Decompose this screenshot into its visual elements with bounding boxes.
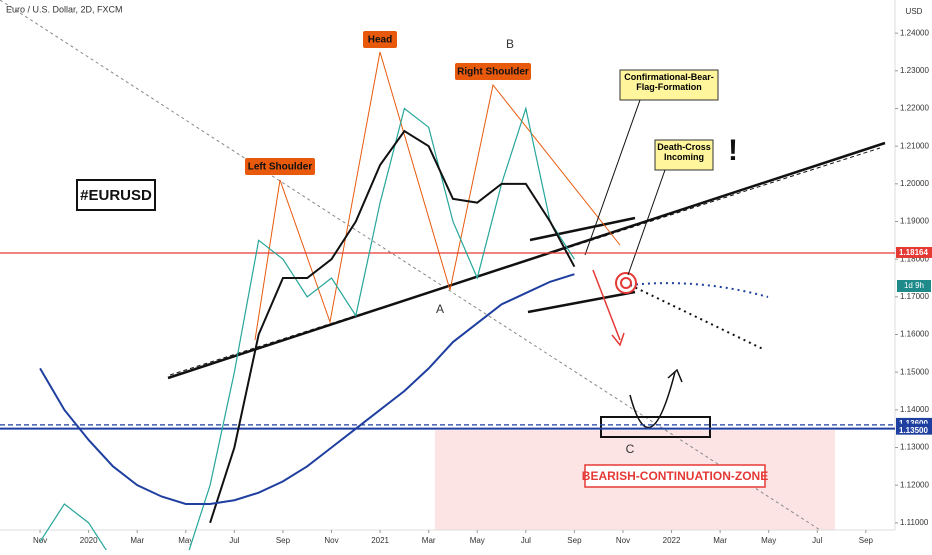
y-tick-label: 1.24000 bbox=[900, 28, 929, 37]
callout-label: Death-Cross Incoming bbox=[657, 142, 711, 162]
x-tick-label: May bbox=[470, 536, 485, 545]
y-tick-label: 1.21000 bbox=[900, 141, 929, 150]
target-box bbox=[600, 416, 711, 438]
price-tag bbox=[896, 423, 932, 435]
x-tick-label: Mar bbox=[713, 536, 727, 545]
x-tick-label: 2022 bbox=[663, 536, 681, 545]
bounce-arrow bbox=[629, 371, 676, 429]
label-ls: Left Shoulder bbox=[248, 162, 313, 173]
y-tick-label: 1.19000 bbox=[900, 217, 929, 226]
price-tag-label: 1.13500 bbox=[899, 426, 928, 435]
y-tick-label: 1.11000 bbox=[900, 518, 929, 527]
y-tick-label: 1.22000 bbox=[900, 104, 929, 113]
series-line bbox=[39, 273, 575, 506]
label-box bbox=[455, 63, 531, 80]
y-tick-label: 1.14000 bbox=[900, 405, 929, 414]
callout-text: Death-Cross Incoming bbox=[657, 142, 711, 162]
x-tick-label: Sep bbox=[859, 536, 874, 545]
x-tick-label: Jul bbox=[229, 536, 239, 545]
trend-line bbox=[0, 0, 821, 531]
callout-text: Confirmational-Bear-Flag-Formation bbox=[624, 72, 714, 92]
bounce-head bbox=[667, 368, 683, 383]
y-tick-label: 1.17000 bbox=[900, 292, 929, 301]
cross-circle bbox=[620, 277, 632, 289]
flag-top bbox=[529, 216, 636, 242]
hs-pattern bbox=[254, 51, 621, 341]
series-line bbox=[39, 106, 575, 555]
y-tick-label: 1.23000 bbox=[900, 66, 929, 75]
x-tick-label: Mar bbox=[130, 536, 144, 545]
flag-bottom bbox=[527, 290, 636, 314]
x-tick-label: Mar bbox=[422, 536, 436, 545]
countdown: 1d 9h bbox=[904, 281, 924, 290]
price-tag-label: 1.18164 bbox=[899, 248, 928, 257]
label-box bbox=[245, 158, 315, 175]
point-label: B bbox=[506, 37, 514, 51]
callout-pointer bbox=[627, 169, 666, 276]
x-tick-label: 2021 bbox=[371, 536, 389, 545]
arrow-down bbox=[592, 269, 621, 341]
x-tick-label: Jul bbox=[521, 536, 531, 545]
series-line bbox=[209, 129, 576, 524]
x-tick-label: Sep bbox=[276, 536, 291, 545]
label-rs: Right Shoulder bbox=[457, 67, 529, 78]
label-head: Head bbox=[368, 35, 392, 46]
exclaim: ! bbox=[728, 134, 738, 167]
projection bbox=[629, 284, 766, 351]
y-tick-label: 1.18000 bbox=[900, 254, 929, 263]
callout bbox=[619, 69, 719, 101]
neckline-dash bbox=[169, 147, 881, 376]
title: Euro / U.S. Dollar, 2D, FXCM bbox=[6, 4, 123, 14]
callout-pointer bbox=[584, 99, 641, 256]
price-tag-label: 1.13600 bbox=[899, 419, 928, 428]
point-label: C bbox=[626, 442, 635, 456]
x-tick-label: Sep bbox=[567, 536, 582, 545]
y-tick-label: 1.16000 bbox=[900, 330, 929, 339]
cross-circle bbox=[615, 272, 637, 294]
x-tick-label: Nov bbox=[616, 536, 630, 545]
price-tag bbox=[896, 417, 932, 429]
x-tick-label: 2020 bbox=[80, 536, 98, 545]
y-tick-label: 1.15000 bbox=[900, 367, 929, 376]
y-tick-label: 1.12000 bbox=[900, 480, 929, 489]
symbol: #EURUSD bbox=[80, 187, 152, 204]
callout bbox=[654, 139, 714, 171]
x-tick-label: Nov bbox=[324, 536, 338, 545]
zone-label: BEARISH-CONTINUATION-ZONE bbox=[582, 469, 768, 483]
x-tick-label: May bbox=[761, 536, 776, 545]
symbol-box bbox=[76, 179, 156, 211]
arrow-head bbox=[611, 332, 625, 347]
countdown-box bbox=[897, 280, 931, 292]
x-tick-label: Jul bbox=[812, 536, 822, 545]
y-tick-label: 1.13000 bbox=[900, 443, 929, 452]
x-tick-label: May bbox=[178, 536, 193, 545]
label-box bbox=[363, 31, 397, 48]
point-label: A bbox=[436, 302, 444, 316]
zone-box bbox=[584, 464, 766, 488]
callout-label: Confirmational-Bear-Flag-Formation bbox=[624, 72, 714, 92]
price-tag bbox=[896, 246, 932, 258]
ma-projection bbox=[629, 282, 769, 298]
currency: USD bbox=[906, 7, 923, 16]
y-tick-label: 1.20000 bbox=[900, 179, 929, 188]
